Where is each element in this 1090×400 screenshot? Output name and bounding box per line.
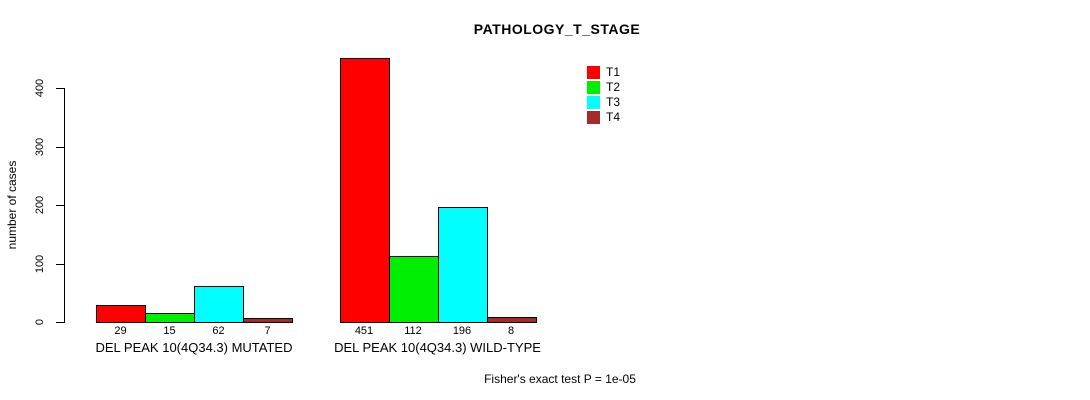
y-tick-label: 100 [34, 254, 46, 273]
bar-value-label: 15 [163, 325, 176, 337]
y-tick-mark [56, 263, 64, 265]
bar [486, 317, 537, 323]
bar [388, 256, 439, 323]
y-tick-mark [56, 88, 64, 89]
y-axis-line [64, 88, 65, 323]
legend-swatch [587, 111, 600, 124]
legend-swatch [587, 66, 600, 79]
y-tick-label: 400 [34, 78, 46, 98]
group-label: DEL PEAK 10(4Q34.3) WILD-TYPE [334, 340, 541, 355]
bar [437, 207, 488, 323]
y-tick-label: 200 [34, 195, 46, 215]
y-tick-mark [56, 146, 64, 148]
bar [96, 305, 146, 323]
bar-value-label: 8 [507, 325, 515, 337]
y-tick-mark [56, 322, 64, 323]
legend-label: T4 [606, 110, 621, 124]
bar [194, 286, 244, 323]
bar-value-label: 451 [354, 325, 374, 337]
chart-title: PATHOLOGY_T_STAGE [473, 21, 641, 37]
legend-label: T2 [606, 80, 621, 94]
footer-annotation: Fisher's exact test P = 1e-05 [484, 372, 636, 386]
bar-value-label: 62 [212, 325, 225, 337]
legend-swatch [587, 81, 600, 94]
legend-swatch [587, 96, 600, 109]
bar-value-label: 112 [404, 325, 422, 337]
y-tick-label: 0 [34, 318, 46, 326]
legend-label: T3 [606, 95, 621, 109]
y-tick-label: 300 [34, 137, 46, 156]
y-axis-label: number of cases [5, 160, 19, 250]
bar-value-label: 29 [114, 325, 127, 337]
y-tick-mark [56, 205, 64, 206]
group-label: DEL PEAK 10(4Q34.3) MUTATED [95, 340, 293, 355]
bar [243, 318, 293, 323]
bar [339, 58, 390, 323]
bar-value-label: 196 [452, 325, 472, 337]
bar-value-label: 7 [264, 325, 271, 337]
bar [145, 313, 195, 323]
legend-label: T1 [606, 65, 621, 79]
